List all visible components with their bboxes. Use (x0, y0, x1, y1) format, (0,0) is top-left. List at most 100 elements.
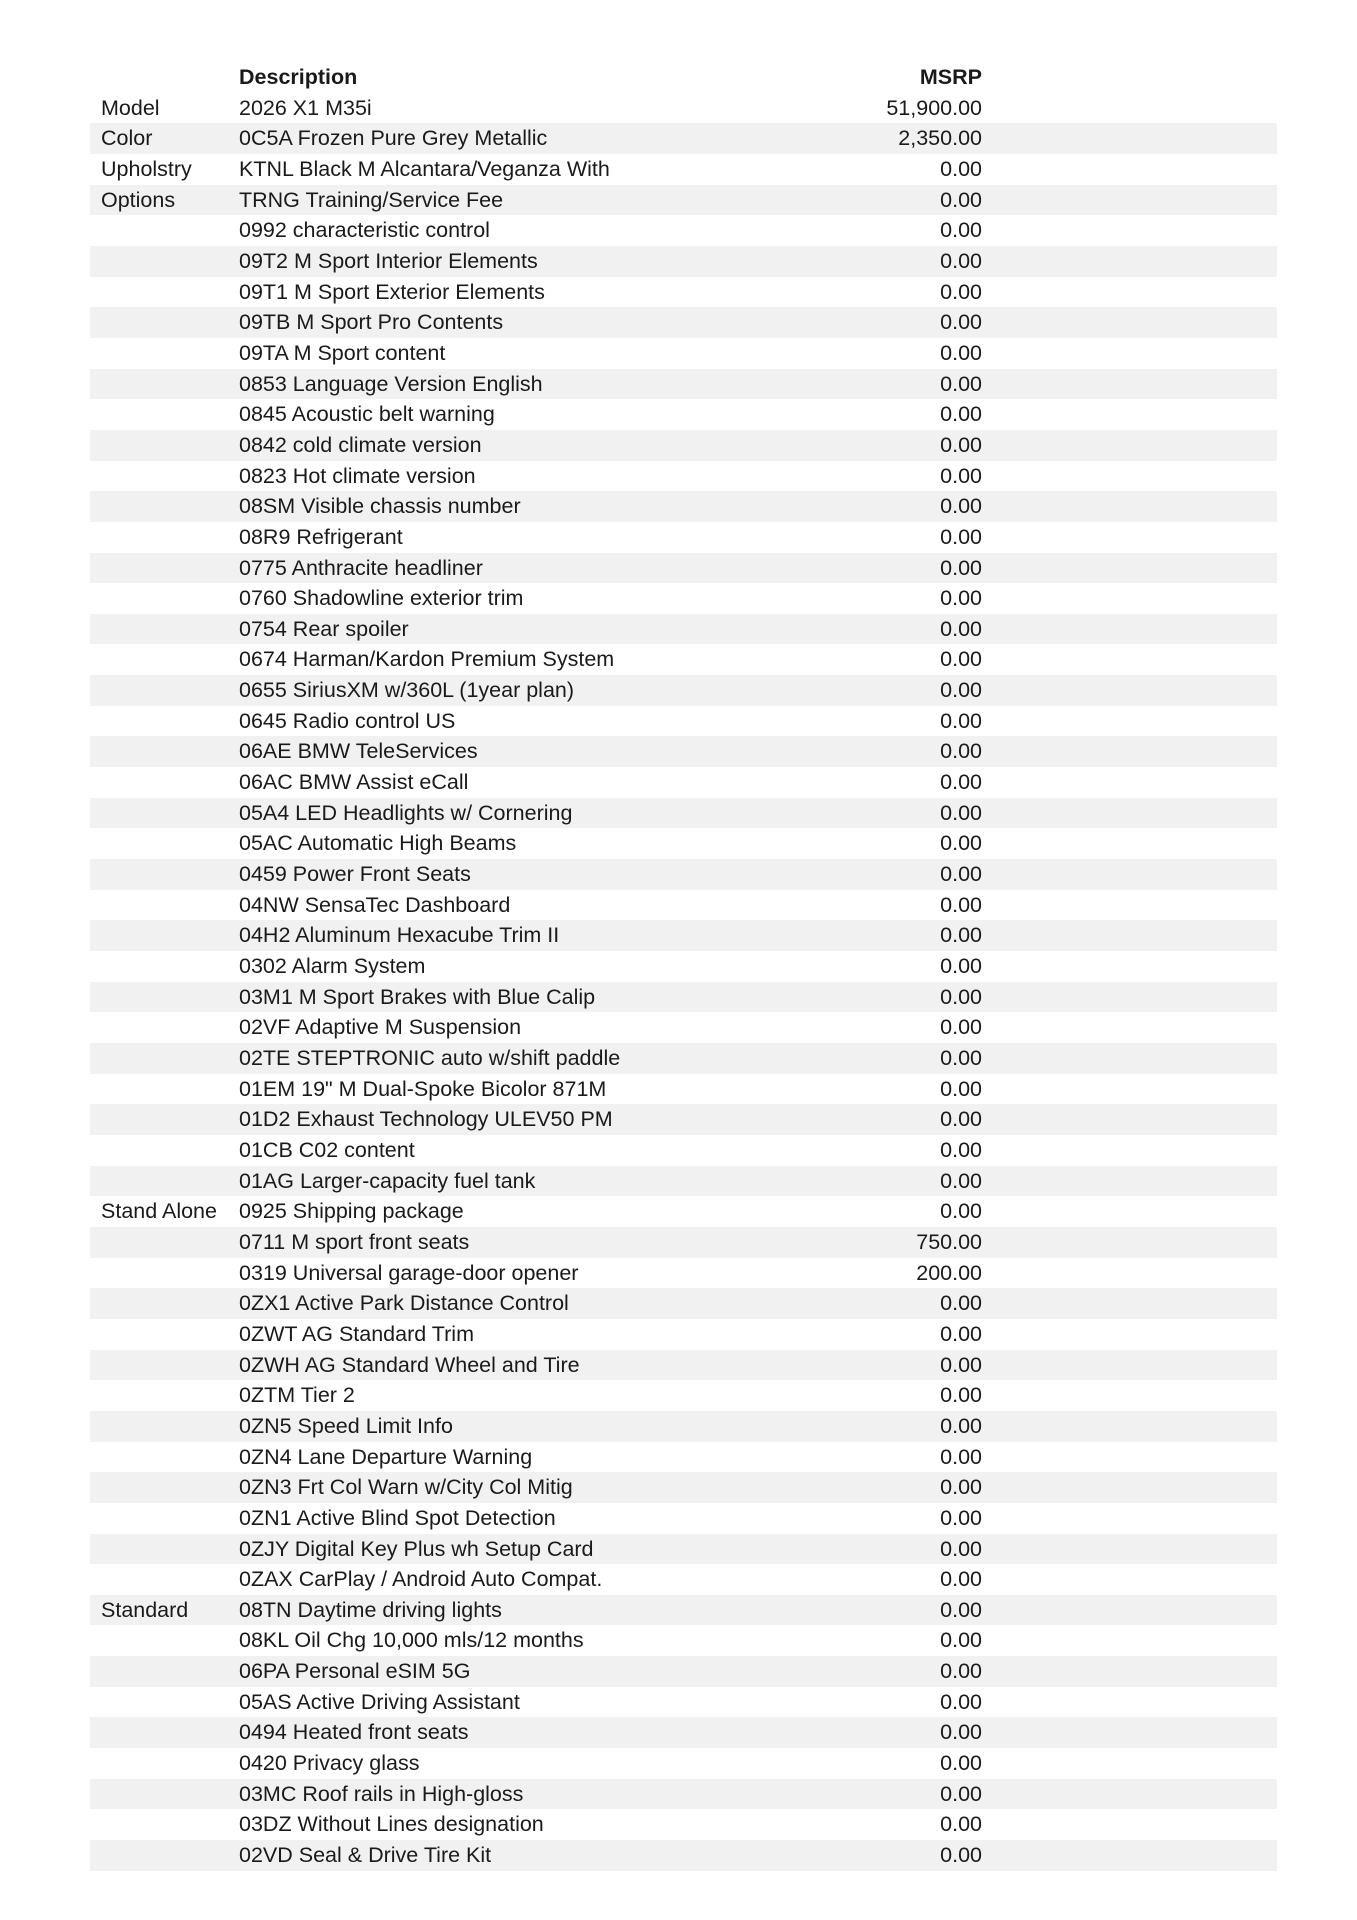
row-description: 05AS Active Driving Assistant (239, 1689, 520, 1714)
table-row: 02VD Seal & Drive Tire Kit 0.00 (90, 1840, 1277, 1871)
row-description: 04NW SensaTec Dashboard (239, 892, 511, 917)
row-msrp: 0.00 (940, 1781, 982, 1806)
row-description: 0302 Alarm System (239, 954, 426, 979)
table-row: 0ZN3 Frt Col Warn w/City Col Mitig 0.00 (90, 1472, 1277, 1503)
row-msrp: 0.00 (940, 1383, 982, 1408)
table-row: 0842 cold climate version 0.00 (90, 429, 1277, 461)
row-description: 0ZX1 Active Park Distance Control (239, 1291, 569, 1316)
row-description: 0459 Power Front Seats (239, 862, 471, 887)
row-category: Model (101, 95, 160, 120)
row-description: 0ZN1 Active Blind Spot Detection (239, 1505, 556, 1530)
row-description: 0ZWT AG Standard Trim (239, 1321, 474, 1346)
row-description: 08KL Oil Chg 10,000 mls/12 months (239, 1628, 584, 1653)
row-description: 06PA Personal eSIM 5G (239, 1659, 471, 1684)
row-msrp: 0.00 (940, 923, 982, 948)
table-row: 06AE BMW TeleServices 0.00 (90, 736, 1277, 768)
table-row: Model 2026 X1 M35i 51,900.00 (90, 93, 1277, 124)
table-row: 0ZX1 Active Park Distance Control 0.00 (90, 1288, 1277, 1319)
row-description: 0ZN4 Lane Departure Warning (239, 1444, 533, 1469)
row-description: KTNL Black M Alcantara/Veganza With (239, 156, 610, 181)
table-body: Model 2026 X1 M35i 51,900.00 Color 0C5A Froz… (90, 93, 1277, 1871)
table-row: 03M1 M Sport Brakes with Blue Calip 0.00 (90, 981, 1277, 1013)
table-row: 06PA Personal eSIM 5G 0.00 (90, 1656, 1277, 1687)
row-msrp: 0.00 (940, 1015, 982, 1040)
row-msrp: 0.00 (940, 954, 982, 979)
table-row: 05AC Automatic High Beams 0.00 (90, 828, 1277, 859)
row-description: 08TN Daytime driving lights (239, 1597, 502, 1622)
row-description: 2026 X1 M35i (239, 95, 372, 120)
row-description: 0420 Privacy glass (239, 1751, 420, 1776)
row-msrp: 200.00 (916, 1260, 982, 1285)
row-msrp: 0.00 (940, 340, 982, 365)
table-row: 0ZWT AG Standard Trim 0.00 (90, 1319, 1277, 1350)
row-description: 0775 Anthracite headliner (239, 555, 483, 580)
row-msrp: 0.00 (940, 831, 982, 856)
row-description: 01EM 19" M Dual-Spoke Bicolor 871M (239, 1076, 607, 1101)
table-row: 0420 Privacy glass 0.00 (90, 1748, 1277, 1779)
row-description: 09T2 M Sport Interior Elements (239, 248, 538, 273)
row-msrp: 0.00 (940, 1812, 982, 1837)
row-description: 0655 SiriusXM w/360L (1year plan) (239, 678, 575, 703)
row-msrp: 750.00 (916, 1229, 982, 1254)
table-row: 0ZN5 Speed Limit Info 0.00 (90, 1410, 1277, 1442)
row-msrp: 0.00 (940, 586, 982, 611)
table-row: 01EM 19" M Dual-Spoke Bicolor 871M 0.00 (90, 1074, 1277, 1105)
row-msrp: 0.00 (940, 1567, 982, 1592)
table-row: 09TA M Sport content 0.00 (90, 338, 1277, 369)
row-msrp: 0.00 (940, 1444, 982, 1469)
row-description: 0925 Shipping package (239, 1199, 464, 1224)
row-msrp: 0.00 (940, 1597, 982, 1622)
table-row: 0459 Power Front Seats 0.00 (90, 859, 1277, 890)
row-msrp: 0.00 (940, 1628, 982, 1653)
header-description: Description (239, 65, 358, 89)
row-msrp: 0.00 (940, 1352, 982, 1377)
table-row: 0ZN1 Active Blind Spot Detection 0.00 (90, 1503, 1277, 1534)
row-description: 0ZN3 Frt Col Warn w/City Col Mitig (239, 1475, 573, 1500)
table-row: 0853 Language Version English 0.00 (90, 368, 1277, 400)
row-description: 02VD Seal & Drive Tire Kit (239, 1843, 492, 1868)
table-row: Options TRNG Training/Service Fee 0.00 (90, 184, 1277, 216)
row-description: 0823 Hot climate version (239, 463, 476, 488)
row-msrp: 0.00 (940, 1137, 982, 1162)
row-msrp: 0.00 (940, 1843, 982, 1868)
row-msrp: 0.00 (940, 1536, 982, 1561)
row-msrp: 0.00 (940, 1413, 982, 1438)
table-row: 09T1 M Sport Exterior Elements 0.00 (90, 277, 1277, 308)
row-description: 0C5A Frozen Pure Grey Metallic (239, 126, 548, 151)
row-description: 0ZJY Digital Key Plus wh Setup Card (239, 1536, 594, 1561)
row-msrp: 0.00 (940, 1076, 982, 1101)
row-msrp: 0.00 (940, 402, 982, 427)
row-description: 01D2 Exhaust Technology ULEV50 PM (239, 1107, 613, 1132)
row-description: 0853 Language Version English (239, 371, 543, 396)
row-description: 06AC BMW Assist eCall (239, 770, 469, 795)
row-msrp: 0.00 (940, 708, 982, 733)
table-row: 0ZWH AG Standard Wheel and Tire 0.00 (90, 1349, 1277, 1381)
table-row: 0494 Heated front seats 0.00 (90, 1717, 1277, 1749)
table-row: 03MC Roof rails in High-gloss 0.00 (90, 1778, 1277, 1810)
table-row: 02VF Adaptive M Suspension 0.00 (90, 1012, 1277, 1043)
row-description: 0760 Shadowline exterior trim (239, 586, 524, 611)
table-row: Color 0C5A Frozen Pure Grey Metallic 2,350… (90, 123, 1277, 154)
table-row: Upholstry KTNL Black M Alcantara/Veganza … (90, 154, 1277, 185)
row-msrp: 0.00 (940, 616, 982, 641)
row-category: Stand Alone (101, 1199, 217, 1224)
price-table: Description MSRP Model 2026 X1 M35i 51,900… (90, 62, 1277, 1871)
table-row: 0ZTM Tier 2 0.00 (90, 1380, 1277, 1411)
row-msrp: 0.00 (940, 248, 982, 273)
row-description: 0754 Rear spoiler (239, 616, 409, 641)
row-description: 0674 Harman/Kardon Premium System (239, 647, 615, 672)
table-row: 08SM Visible chassis number 0.00 (90, 491, 1277, 522)
row-msrp: 0.00 (940, 1689, 982, 1714)
table-row: 0845 Acoustic belt warning 0.00 (90, 399, 1277, 430)
table-row: 01CB C02 content 0.00 (90, 1135, 1277, 1166)
row-msrp: 0.00 (940, 218, 982, 243)
row-msrp: 0.00 (940, 494, 982, 519)
table-row: 08R9 Refrigerant 0.00 (90, 522, 1277, 553)
row-msrp: 0.00 (940, 739, 982, 764)
row-description: 06AE BMW TeleServices (239, 739, 478, 764)
row-description: 01AG Larger-capacity fuel tank (239, 1168, 536, 1193)
table-row: 0ZN4 Lane Departure Warning 0.00 (90, 1442, 1277, 1473)
row-category: Color (101, 126, 153, 151)
table-header: Description MSRP (90, 62, 1277, 93)
table-row: 0645 Radio control US 0.00 (90, 706, 1277, 737)
